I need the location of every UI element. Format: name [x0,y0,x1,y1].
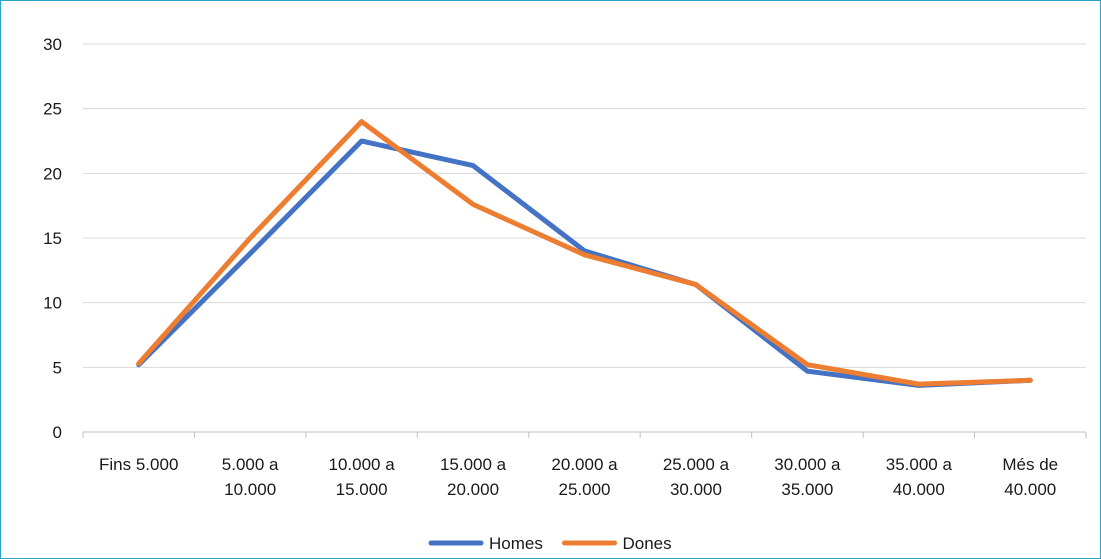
y-tick-label: 10 [43,294,62,313]
y-tick-label: 0 [53,423,62,442]
legend-label-dones: Dones [623,534,672,553]
y-tick-label: 15 [43,229,62,248]
series-line-homes [136,138,1033,388]
x-tick-label: 10.000 a 15.000 [329,455,396,499]
x-tick-label: 5.000 a 10.000 [222,455,279,499]
y-tick-label: 30 [43,35,62,54]
y-tick-label: 25 [43,100,62,119]
x-tick-label: Fins 5.000 [99,455,178,474]
x-tick-label: 25.000 a 30.000 [663,455,730,499]
x-tick-label: 20.000 a 25.000 [551,455,618,499]
x-tick-label: 30.000 a 35.000 [774,455,841,499]
series-line-dones [136,119,1033,387]
x-tick-label: 15.000 a 20.000 [440,455,507,499]
y-tick-label: 20 [43,164,62,183]
y-tick-label: 5 [53,358,62,377]
legend-label-homes: Homes [489,534,543,553]
x-tick-label: Més de 40.000 [1002,455,1058,499]
x-tick-label: 35.000 a 40.000 [886,455,953,499]
